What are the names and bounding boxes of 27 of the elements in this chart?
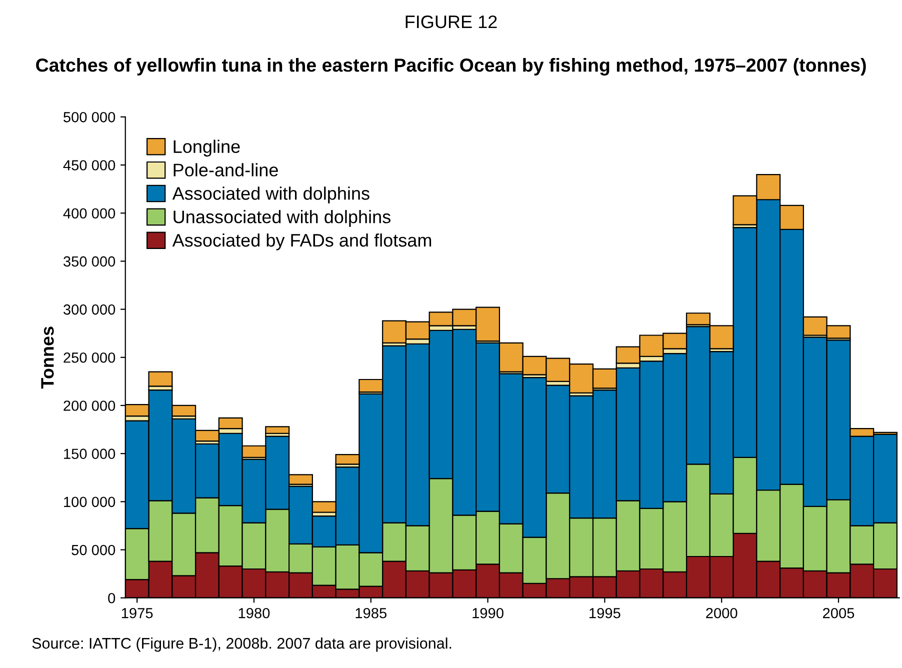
legend-label: Longline [174, 140, 240, 157]
source-note: Source: IATTC (Figure B-1), 2008b. 2007 data are provisional. [32, 638, 452, 652]
x-tick-label: 1975 [122, 608, 153, 618]
legend-label: Unassociated with dolphins [174, 210, 390, 227]
y-tick-label: 300 000 [64, 304, 116, 315]
y-axis-title: Tonnes [41, 326, 54, 389]
y-tick-label: 400 000 [63, 208, 116, 219]
y-tick-label: 350 000 [64, 256, 116, 267]
x-tick-label: 2005 [823, 608, 854, 618]
legend-label: Associated with dolphins [172, 186, 370, 204]
y-tick-label: 450 000 [63, 160, 116, 170]
chart-subtitle: Catches of yellowfin tuna in the eastern Pacific Ocean by fishing method, 1975–2007 (tonnes) [36, 58, 866, 76]
y-tick-label: 100 000 [64, 496, 116, 508]
y-tick-label: 200 000 [64, 400, 116, 411]
x-tick-label: 2000 [706, 608, 738, 618]
x-tick-label: 1980 [238, 608, 270, 618]
chart-title: FIGURE 12 [406, 15, 497, 28]
y-tick-label: 250 000 [64, 352, 116, 363]
y-tick-label: 150 000 [64, 448, 116, 459]
y-tick-label: 50 000 [72, 544, 116, 556]
x-tick-label: 1995 [590, 608, 620, 618]
x-tick-label: 1985 [356, 608, 386, 618]
legend-label: Associated by FADs and flotsam [172, 233, 432, 250]
y-tick-label: 500 000 [64, 112, 116, 122]
x-tick-label: 1990 [472, 608, 504, 618]
y-tick-label: 0 [108, 592, 116, 604]
legend-label: Pole-and-line [174, 163, 278, 176]
